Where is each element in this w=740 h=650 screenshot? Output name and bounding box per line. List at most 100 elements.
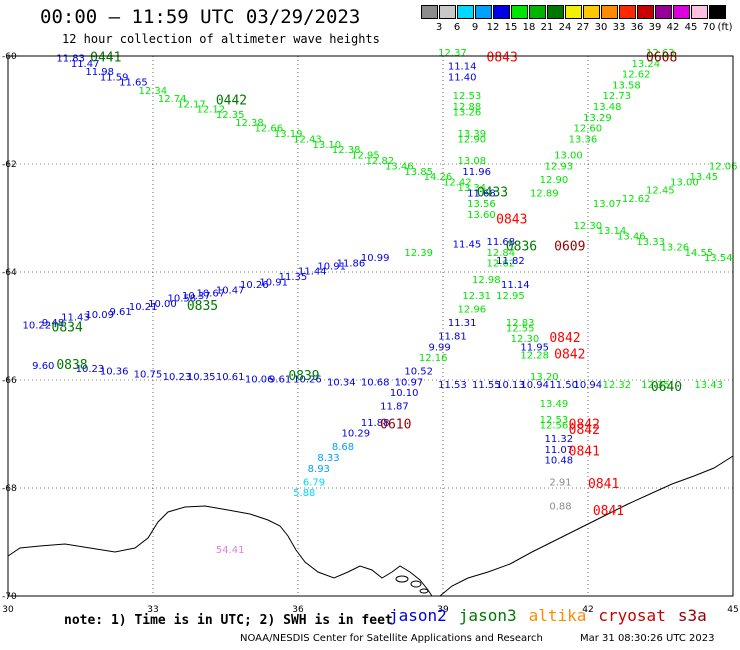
- wave-height-value: 13.00: [670, 178, 699, 189]
- legend-jason2: jason2: [389, 606, 447, 625]
- pass-time-label: 0442: [216, 94, 247, 109]
- wave-height-value: 13.26: [453, 107, 482, 118]
- wave-height-value: 11.14: [501, 280, 530, 291]
- wave-height-value: 12.34: [139, 86, 168, 97]
- color-swatch: [601, 5, 618, 19]
- pass-time-label: 0838: [56, 358, 87, 373]
- wave-height-value: 8.33: [317, 453, 339, 464]
- map-frame: [7, 55, 734, 597]
- wave-height-value: 13.14: [598, 226, 627, 237]
- island: [419, 588, 429, 594]
- pass-time-label: 0842: [554, 347, 585, 362]
- wave-height-value: 10.36: [100, 367, 129, 378]
- map-title: 00:00 – 11:59 UTC 03/29/2023: [40, 6, 361, 28]
- wave-height-value: 12.35: [641, 380, 670, 391]
- color-scale-label: 6: [453, 22, 461, 33]
- wave-height-value: 8.68: [332, 442, 354, 453]
- wave-height-value: 12.88: [453, 102, 482, 113]
- color-scale-label: 24: [558, 22, 572, 33]
- lat-tick-label: -64: [2, 268, 17, 278]
- wave-height-value: 12.55: [506, 323, 535, 334]
- wave-height-value: 10.22: [23, 321, 52, 332]
- wave-height-value: 9.61: [269, 375, 291, 386]
- wave-height-value: 10.61: [216, 372, 245, 383]
- wave-height-value: 10.37: [182, 291, 211, 302]
- wave-height-value: 6.79: [303, 477, 325, 488]
- wave-height-value: 11.31: [448, 318, 477, 329]
- wave-height-value: 13.20: [530, 372, 559, 383]
- legend-altika: altika: [528, 606, 587, 625]
- wave-height-value: 10.00: [148, 299, 177, 310]
- wave-height-value: 13.56: [467, 199, 496, 210]
- wave-height-value: 10.75: [134, 369, 163, 380]
- map-subtitle: 12 hour collection of altimeter wave hei…: [62, 32, 380, 46]
- wave-height-value: 13.36: [569, 134, 598, 145]
- pass-time-label: 0433: [477, 185, 508, 200]
- wave-height-value: 54.41: [216, 545, 245, 556]
- wave-height-value: 11.53: [438, 380, 467, 391]
- wave-height-value: 11.82: [496, 256, 525, 267]
- wave-height-value: 12.84: [487, 248, 516, 259]
- wave-height-value: 11.07: [545, 445, 574, 456]
- color-scale-label: 27: [576, 22, 590, 33]
- wave-height-value: 11.32: [545, 434, 574, 445]
- wave-height-value: 9.99: [429, 342, 451, 353]
- lat-tick-label: -60: [2, 52, 17, 62]
- pass-time-label: 0841: [569, 445, 600, 460]
- wave-height-value: 12.90: [458, 134, 487, 145]
- satellite-pass-labels: 0441 0442 0843 0608 0433 0843 0836 0609 0835 0834…: [52, 50, 683, 519]
- color-scale-label: 12: [486, 22, 500, 33]
- lat-tick-label: -70: [2, 592, 17, 602]
- note-text: note: 1) Time is in UTC; 2) SWH is in fe…: [64, 613, 393, 628]
- wave-height-value: 12.31: [462, 291, 491, 302]
- color-scale-label: 42: [666, 22, 680, 33]
- wave-height-value: 12.83: [506, 318, 535, 329]
- color-swatch: [637, 5, 654, 19]
- wave-height-value: 11.44: [298, 267, 327, 278]
- island: [410, 580, 422, 588]
- wave-height-value: 11.59: [100, 72, 129, 83]
- wave-height-value: 13.34: [458, 183, 487, 194]
- pass-time-label: 0609: [554, 239, 585, 254]
- pass-time-label: 0839: [288, 369, 319, 384]
- color-swatch: [583, 5, 600, 19]
- wave-height-value: 13.19: [274, 129, 303, 140]
- wave-height-value: 11.98: [85, 67, 114, 78]
- wave-height-value: 12.17: [177, 99, 206, 110]
- wave-height-value: 10.58: [168, 294, 197, 305]
- wave-height-value: 10.48: [545, 456, 574, 467]
- color-swatch: [673, 5, 690, 19]
- wave-height-value: 13.24: [632, 59, 661, 70]
- pass-time-label: 0842: [569, 418, 600, 433]
- pass-time-label: 0843: [487, 50, 518, 65]
- pass-time-label: 0608: [646, 50, 677, 65]
- wave-height-value: 10.91: [317, 261, 346, 272]
- axis-labels: 30 33 36 39 42 45 -60 -62 -64 -66 -68 -70: [2, 52, 739, 615]
- color-swatch: [691, 5, 708, 19]
- wave-height-value: 10.13: [496, 380, 525, 391]
- wave-height-value: 12.35: [216, 110, 245, 121]
- color-swatch: [439, 5, 456, 19]
- legend-s3a: s3a: [677, 606, 707, 625]
- pass-time-label: 0610: [380, 418, 411, 433]
- lon-tick-label: 45: [727, 605, 738, 615]
- wave-height-value: 10.26: [293, 375, 322, 386]
- wave-height-value: 13.10: [313, 140, 342, 151]
- wave-height-value: 10.06: [245, 375, 274, 386]
- wave-height-value: 13.49: [540, 399, 569, 410]
- wave-height-value: 12.45: [646, 186, 675, 197]
- color-swatch: [475, 5, 492, 19]
- wave-height-value: 12.63: [646, 48, 675, 59]
- wave-height-value: 2.91: [549, 477, 571, 488]
- wave-height-value: 12.28: [520, 350, 549, 361]
- footer-credit: NOAA/NESDIS Center for Satellite Applica…: [240, 633, 543, 644]
- wave-height-value: 10.99: [361, 253, 390, 264]
- wave-height-value: 13.60: [467, 210, 496, 221]
- wave-height-value: 14.26: [424, 172, 453, 183]
- wave-height-value: 11.50: [549, 380, 578, 391]
- pass-time-label: 0842: [549, 331, 580, 346]
- wave-height-value: 11.83: [56, 53, 85, 64]
- wave-height-value: 10.23: [163, 372, 192, 383]
- wave-height-value: 5.88: [293, 488, 315, 499]
